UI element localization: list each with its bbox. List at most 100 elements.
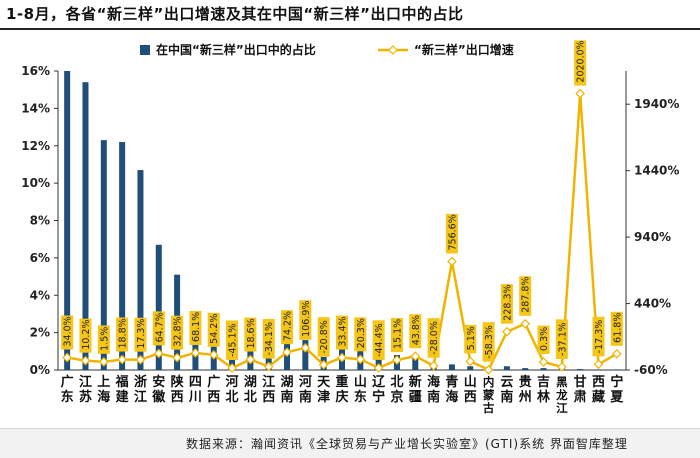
bar-share [467, 366, 474, 370]
right-tick-label: 940% [634, 230, 671, 244]
bar-share [613, 369, 620, 370]
growth-data-label: -58.3% [482, 322, 495, 362]
growth-label-box [207, 312, 220, 347]
growth-data-label: 32.8% [171, 315, 184, 350]
growth-label-box [482, 322, 495, 362]
growth-marker [208, 349, 219, 360]
growth-label-text: -58.3% [484, 325, 495, 359]
bar-share [577, 369, 584, 370]
growth-label-text: 10.2% [81, 319, 92, 349]
growth-data-label: 34.0% [61, 315, 74, 350]
left-tick-label: 2% [30, 326, 50, 340]
category-label: 四川 [188, 375, 202, 405]
growth-data-label: 5.1% [464, 324, 477, 354]
growth-label-text: 64.7% [154, 312, 165, 342]
growth-data-label: -17.3% [592, 316, 605, 357]
category-label: 江西 [262, 374, 275, 405]
growth-label-text: 33.4% [338, 316, 349, 346]
growth-data-label: 2020.0% [574, 40, 587, 86]
category-label: 湖北 [244, 375, 257, 405]
category-label: 陕西 [171, 374, 185, 405]
left-tick-label: 12% [21, 139, 50, 153]
growth-label-box [409, 314, 422, 349]
category-label: 河北 [226, 374, 239, 405]
bar-share [595, 369, 602, 370]
growth-label-text: 5.1% [466, 326, 477, 350]
bar-share [503, 366, 510, 370]
bar-share [522, 368, 529, 370]
growth-label-box [537, 325, 550, 354]
growth-label-text: 106.9% [301, 301, 312, 337]
growth-data-label: 64.7% [152, 311, 165, 346]
growth-label-box [97, 325, 110, 354]
growth-label-box [226, 320, 239, 361]
growth-label-box [464, 324, 477, 354]
category-label: 山西 [464, 374, 477, 405]
growth-data-label: -28.0% [427, 318, 440, 358]
growth-label-text: -28.0% [429, 321, 440, 355]
growth-marker [98, 356, 109, 367]
category-label: 重庆 [334, 374, 348, 405]
growth-data-label: 756.6% [445, 213, 458, 254]
growth-label-box [134, 317, 147, 352]
growth-marker [117, 354, 127, 365]
category-label: 甘肃 [574, 374, 587, 405]
category-label: 宁夏 [609, 374, 624, 405]
category-label: 福建 [115, 374, 129, 405]
category-label: 湖南 [281, 375, 294, 405]
growth-label-text: 18.8% [118, 318, 129, 348]
growth-marker [465, 356, 476, 367]
growth-marker [355, 354, 366, 365]
growth-data-label: 68.1% [189, 310, 202, 345]
bar-share [247, 334, 254, 370]
bar-share [375, 353, 382, 370]
growth-label-text: -34.1% [264, 322, 275, 356]
category-label: 天津 [317, 375, 331, 405]
growth-label-box [555, 319, 568, 359]
growth-marker [80, 355, 91, 366]
growth-marker [575, 88, 586, 99]
growth-marker [245, 354, 256, 365]
growth-marker [190, 348, 201, 358]
category-label: 青海 [445, 374, 458, 405]
growth-label-text: 228.3% [502, 284, 513, 320]
right-tick-label: 440% [634, 297, 671, 311]
growth-label-box [244, 317, 257, 352]
category-label: 内蒙古 [483, 375, 495, 415]
growth-label-box [592, 316, 605, 357]
growth-marker [172, 352, 182, 363]
bar-share [119, 142, 126, 370]
bar-share [137, 170, 144, 370]
growth-label-text: 20.3% [356, 318, 367, 348]
growth-marker [392, 355, 402, 365]
growth-label-text: 15.1% [392, 319, 403, 349]
bar-share [82, 82, 89, 371]
legend-bar-swatch [140, 45, 150, 55]
growth-label-box [610, 311, 623, 346]
left-tick-label: 0% [30, 363, 50, 377]
category-label: 安徽 [151, 374, 166, 405]
bar-share [412, 355, 419, 370]
growth-label-text: 74.2% [283, 311, 294, 341]
growth-label-text: 43.8% [411, 315, 422, 345]
growth-label-text: -20.8% [319, 320, 330, 354]
category-label: 辽宁 [372, 375, 386, 405]
growth-label-box [317, 317, 330, 357]
growth-label-text: 54.2% [209, 314, 220, 344]
growth-label-text: -45.1% [228, 323, 239, 357]
category-label: 云南 [500, 375, 513, 405]
growth-label-text: 32.8% [173, 316, 184, 346]
growth-marker [62, 352, 73, 363]
growth-label-box [336, 315, 348, 350]
growth-data-label: 15.1% [390, 318, 403, 353]
category-label: 西藏 [592, 375, 605, 405]
growth-label-box [189, 310, 202, 345]
growth-label-text: -44.4% [374, 323, 385, 357]
left-tick-label: 14% [21, 101, 50, 115]
growth-marker [428, 360, 439, 371]
growth-data-label: 20.3% [354, 317, 367, 352]
growth-marker [447, 256, 457, 267]
growth-label-box [152, 311, 165, 346]
growth-label-box [116, 317, 129, 352]
growth-data-label: 1.5% [97, 325, 110, 354]
